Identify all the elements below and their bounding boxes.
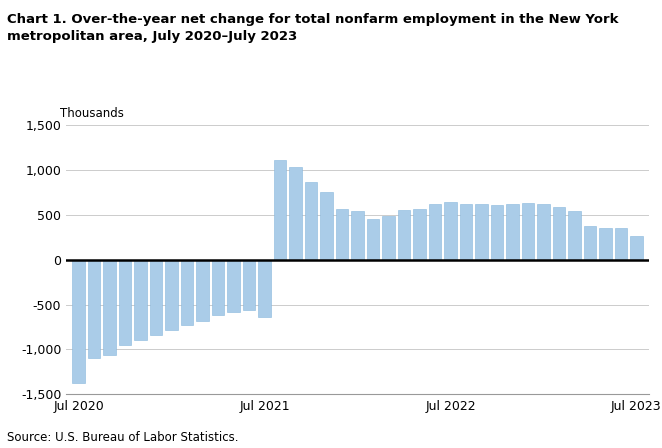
Text: Chart 1. Over-the-year net change for total nonfarm employment in the New York
m: Chart 1. Over-the-year net change for to… bbox=[7, 13, 618, 43]
Bar bbox=[166, 260, 178, 330]
Bar bbox=[506, 204, 518, 260]
Bar bbox=[103, 260, 116, 355]
Bar bbox=[305, 182, 317, 260]
Bar bbox=[444, 202, 457, 260]
Bar bbox=[522, 203, 534, 260]
Bar bbox=[289, 167, 302, 260]
Bar bbox=[599, 228, 612, 260]
Bar bbox=[475, 204, 488, 260]
Bar bbox=[150, 260, 162, 335]
Bar bbox=[459, 204, 472, 260]
Bar bbox=[320, 192, 333, 260]
Bar bbox=[336, 209, 348, 260]
Bar bbox=[491, 205, 503, 260]
Bar bbox=[243, 260, 256, 310]
Bar bbox=[584, 226, 596, 260]
Bar bbox=[197, 260, 209, 321]
Bar bbox=[258, 260, 271, 317]
Bar bbox=[382, 216, 395, 260]
Bar bbox=[553, 207, 565, 260]
Bar bbox=[134, 260, 147, 340]
Text: Source: U.S. Bureau of Labor Statistics.: Source: U.S. Bureau of Labor Statistics. bbox=[7, 431, 238, 444]
Bar bbox=[88, 260, 100, 358]
Bar bbox=[227, 260, 240, 312]
Bar bbox=[398, 210, 410, 260]
Bar bbox=[413, 209, 426, 260]
Bar bbox=[367, 219, 379, 260]
Bar bbox=[429, 204, 441, 260]
Bar bbox=[537, 204, 549, 260]
Bar bbox=[352, 211, 363, 260]
Bar bbox=[274, 160, 286, 260]
Bar bbox=[568, 211, 581, 260]
Bar bbox=[615, 228, 627, 260]
Text: Thousands: Thousands bbox=[60, 107, 124, 120]
Bar bbox=[72, 260, 85, 383]
Bar bbox=[181, 260, 193, 325]
Bar bbox=[119, 260, 131, 345]
Bar bbox=[630, 236, 643, 260]
Bar bbox=[212, 260, 224, 315]
